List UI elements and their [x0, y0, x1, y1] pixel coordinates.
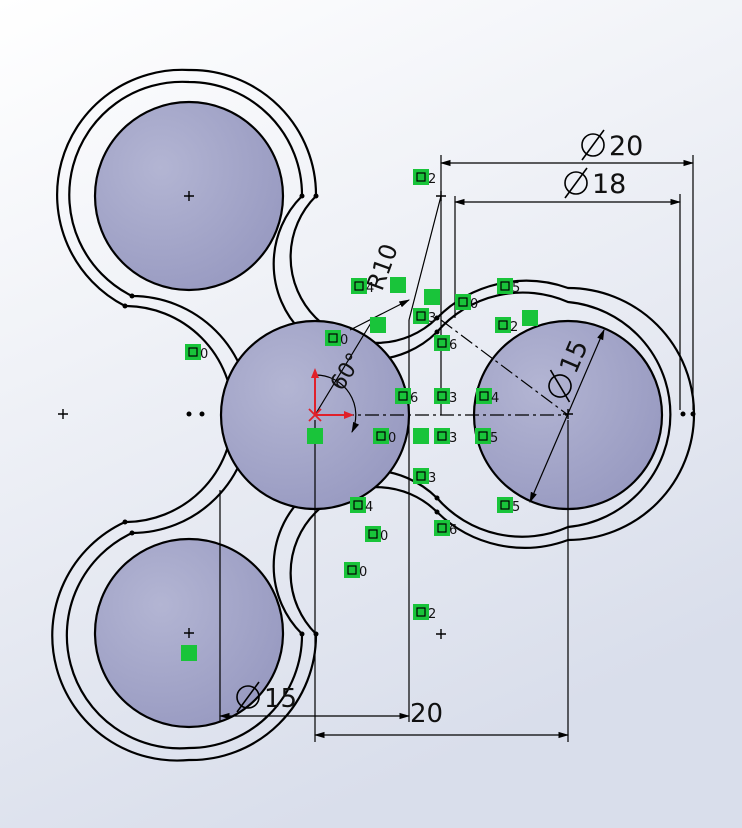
- relation-badge[interactable]: 2: [413, 169, 436, 187]
- relation-icon: [437, 431, 447, 441]
- relation-badge[interactable]: 0: [344, 562, 367, 580]
- relation-icon: [416, 172, 426, 182]
- dim-dist20-label[interactable]: 20: [410, 699, 443, 729]
- relation-badge[interactable]: 3: [413, 308, 436, 326]
- relation-badge[interactable]: 6: [395, 388, 418, 406]
- dim-angle60[interactable]: [314, 317, 375, 433]
- relation-icon: [498, 320, 508, 330]
- relation-badge[interactable]: 4: [350, 497, 373, 515]
- relation-badge-icon[interactable]: [413, 428, 429, 444]
- relation-number: 6: [449, 338, 457, 353]
- relation-number: 2: [510, 320, 518, 335]
- relation-badge[interactable]: 3: [434, 428, 457, 446]
- relation-icon: [416, 607, 426, 617]
- relation-icon: [398, 391, 408, 401]
- relation-number: 3: [428, 311, 436, 326]
- relation-number: 0: [200, 347, 208, 362]
- relation-number: 3: [428, 471, 436, 486]
- relation-badge[interactable]: 2: [495, 317, 518, 335]
- relation-badge-icon[interactable]: [390, 277, 406, 293]
- relation-badge[interactable]: 6: [434, 520, 457, 538]
- relation-badge-icon[interactable]: [181, 645, 197, 661]
- relation-badge[interactable]: 0: [373, 428, 396, 446]
- dim-dia18-label[interactable]: 18: [564, 167, 626, 200]
- relation-badge[interactable]: 4: [351, 278, 374, 296]
- dim-dia15-bottom-label[interactable]: 15: [236, 681, 297, 714]
- relation-icon: [437, 391, 447, 401]
- relation-icon: [416, 471, 426, 481]
- relation-number: 0: [388, 431, 396, 446]
- relation-badge[interactable]: 2: [413, 604, 436, 622]
- relation-icon: [368, 529, 378, 539]
- relation-badge[interactable]: 6: [434, 335, 457, 353]
- svg-text:15: 15: [264, 684, 297, 714]
- relation-number: 0: [380, 529, 388, 544]
- relation-number: 6: [410, 391, 418, 406]
- relation-number: 3: [449, 431, 457, 446]
- relation-badge[interactable]: 5: [497, 278, 520, 296]
- relation-icon: [353, 500, 363, 510]
- relation-badge[interactable]: 5: [475, 428, 498, 446]
- svg-text:18: 18: [592, 169, 626, 200]
- relation-number: 4: [365, 500, 373, 515]
- dim-dia15-right[interactable]: [529, 329, 605, 503]
- relation-badge[interactable]: 4: [476, 388, 499, 406]
- relation-number: 0: [359, 565, 367, 580]
- relation-badge[interactable]: 0: [365, 526, 388, 544]
- dim-dia20[interactable]: [439, 155, 695, 410]
- relation-badge-icon[interactable]: [424, 289, 440, 305]
- relation-icon: [416, 311, 426, 321]
- relation-number: 3: [449, 391, 457, 406]
- sketch-points[interactable]: [122, 193, 696, 637]
- relation-icon: [458, 297, 468, 307]
- relation-number: 2: [428, 607, 436, 622]
- svg-text:20: 20: [609, 131, 643, 162]
- relation-number: 4: [491, 391, 499, 406]
- relation-icon: [188, 347, 198, 357]
- relation-badge[interactable]: 0: [325, 330, 348, 348]
- relation-icon: [354, 281, 364, 291]
- relation-badge[interactable]: 5: [497, 497, 520, 515]
- relation-icon: [347, 565, 357, 575]
- relation-number: 5: [512, 500, 520, 515]
- relation-number: 5: [490, 431, 498, 446]
- relation-badge[interactable]: 3: [413, 468, 436, 486]
- relation-badges[interactable]: 2 4 3 0 5 6 0 2 4 6 0 3 5 3 4 3 0 5 6 0 2 0: [181, 169, 538, 661]
- relation-number: 0: [340, 333, 348, 348]
- dim-dia20-label[interactable]: 20: [581, 129, 643, 162]
- relation-badge[interactable]: 0: [185, 344, 208, 362]
- relation-badge-icon[interactable]: [522, 310, 538, 326]
- relation-icon: [500, 281, 510, 291]
- relation-badge[interactable]: 3: [434, 388, 457, 406]
- relation-badge-icon[interactable]: [307, 428, 323, 444]
- relation-number: 5: [512, 281, 520, 296]
- relation-number: 0: [470, 297, 478, 312]
- origin-icon[interactable]: [308, 368, 354, 422]
- relation-icon: [437, 523, 447, 533]
- relation-icon: [328, 333, 338, 343]
- dim-dist20[interactable]: [313, 420, 570, 742]
- relation-icon: [376, 431, 386, 441]
- relation-icon: [479, 391, 489, 401]
- relation-badge-icon[interactable]: [370, 317, 386, 333]
- relation-badge[interactable]: 0: [455, 294, 478, 312]
- relation-number: 6: [449, 523, 457, 538]
- relation-icon: [478, 431, 488, 441]
- dim-r10[interactable]: [349, 299, 410, 331]
- relation-icon: [437, 338, 447, 348]
- relation-number: 2: [428, 172, 436, 187]
- relation-number: 4: [366, 281, 374, 296]
- relation-icon: [500, 500, 510, 510]
